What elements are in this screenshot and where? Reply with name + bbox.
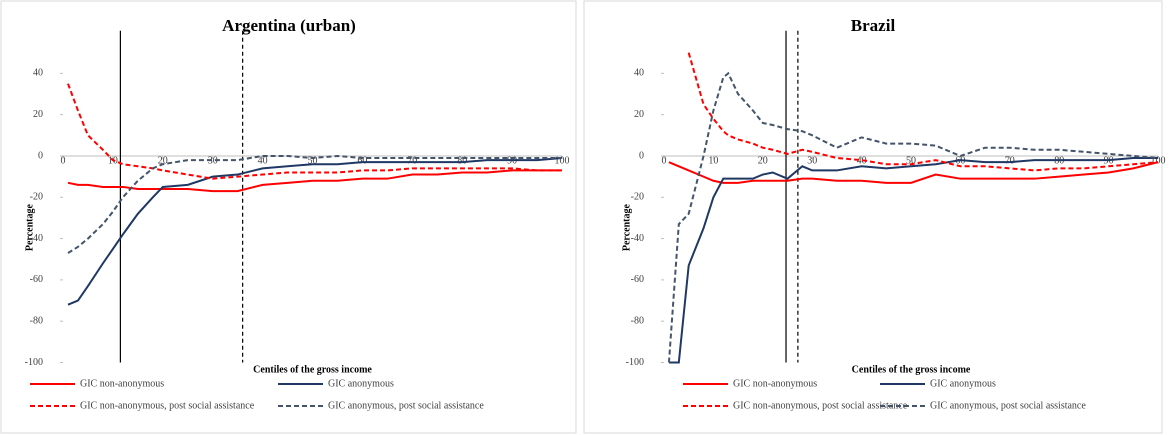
y-tick-label: -60	[631, 274, 644, 285]
x-tick-label: 0	[61, 155, 66, 166]
y-tick-label: -20	[30, 192, 43, 203]
y-tick-label: -80	[631, 315, 644, 326]
x-tick-label: 30	[807, 155, 817, 166]
panel-frame	[583, 0, 1163, 434]
chart-title: Brazil	[851, 16, 896, 35]
series-line	[67, 83, 562, 180]
y-tick-label: -60	[30, 274, 43, 285]
x-tick-label: 60	[357, 155, 367, 166]
y-tick-label: 40	[33, 68, 43, 79]
y-axis-title: Percentage	[621, 204, 632, 252]
legend-label: GIC anonymous, post social assistance	[930, 400, 1086, 411]
legend-label: GIC anonymous	[930, 378, 996, 389]
x-tick-label: 80	[457, 155, 467, 166]
series-line	[67, 169, 562, 193]
y-tick-label: -100	[626, 357, 644, 368]
y-tick-label: -80	[30, 315, 43, 326]
legend-label: GIC anonymous, post social assistance	[328, 400, 484, 411]
y-tick-label: 40	[634, 68, 644, 79]
chart-title: Argentina (urban)	[222, 16, 356, 35]
x-axis-title: Centiles of the gross income	[253, 364, 372, 375]
y-tick-label: -40	[631, 233, 644, 244]
x-tick-label: 70	[1005, 155, 1015, 166]
series-line	[687, 52, 1159, 172]
x-tick-label: 30	[208, 155, 218, 166]
panel-frame	[0, 0, 577, 434]
x-tick-label: 40	[258, 155, 268, 166]
y-tick-label: 20	[33, 109, 43, 120]
series-line	[668, 161, 1159, 184]
legend-label: GIC anonymous	[328, 378, 394, 389]
x-tick-label: 20	[758, 155, 768, 166]
series-line	[667, 71, 1159, 363]
legend-label: GIC non-anonymous, post social assistanc…	[733, 400, 908, 411]
y-axis-title: Percentage	[24, 204, 35, 252]
legend-label: GIC non-anonymous	[80, 378, 164, 389]
y-tick-label: 0	[639, 150, 644, 161]
y-tick-label: -40	[30, 233, 43, 244]
series-line	[67, 157, 563, 306]
x-tick-label: 100	[1151, 155, 1166, 166]
x-tick-label: 40	[857, 155, 867, 166]
legend-label: GIC non-anonymous, post social assistanc…	[80, 400, 255, 411]
x-tick-label: 10	[708, 155, 718, 166]
y-tick-label: 20	[634, 109, 644, 120]
y-tick-label: -20	[631, 192, 644, 203]
x-tick-label: 70	[407, 155, 417, 166]
x-tick-label: 50	[906, 155, 916, 166]
series-line	[67, 154, 562, 254]
y-tick-label: -100	[25, 357, 43, 368]
x-tick-label: 20	[158, 155, 168, 166]
legend-label: GIC non-anonymous	[733, 378, 817, 389]
series-line	[668, 157, 1158, 364]
x-tick-label: 100	[555, 155, 570, 166]
x-axis-title: Centiles of the gross income	[852, 364, 971, 375]
y-tick-label: 0	[38, 150, 43, 161]
x-tick-label: 0	[662, 155, 667, 166]
x-tick-label: 50	[308, 155, 318, 166]
